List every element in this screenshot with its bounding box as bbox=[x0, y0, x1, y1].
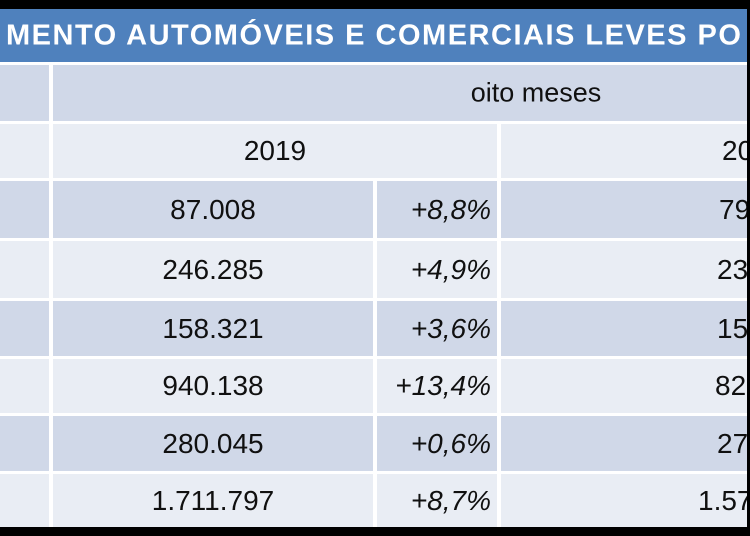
table-row-years: 2019 20 bbox=[0, 124, 747, 178]
value-2019: 246.285 bbox=[162, 253, 264, 285]
cell-row-label-empty bbox=[0, 416, 49, 471]
cell-year-2019: 2019 bbox=[53, 124, 497, 178]
cell-value-2019: 87.008 bbox=[53, 181, 373, 238]
value-2019: 158.321 bbox=[162, 312, 264, 344]
table-row: 1.711.797 +8,7% 1.57 bbox=[0, 474, 747, 527]
cell-row-label-empty bbox=[0, 241, 49, 298]
value-2019: 280.045 bbox=[162, 427, 264, 459]
table-row: 87.008 +8,8% 79 bbox=[0, 181, 747, 238]
value-2018-fragment: 79 bbox=[719, 193, 747, 225]
value-2018-fragment: 1.57 bbox=[698, 484, 747, 516]
cell-variation-pct: +0,6% bbox=[377, 416, 497, 471]
value-2018-fragment: 829 bbox=[715, 370, 747, 401]
variation-pct: +13,4% bbox=[395, 370, 491, 401]
cell-value-2018-cropped: 152 bbox=[501, 301, 747, 356]
value-2019: 87.008 bbox=[170, 193, 256, 225]
cell-value-2018-cropped: 234 bbox=[501, 241, 747, 298]
cell-variation-pct: +3,6% bbox=[377, 301, 497, 356]
value-2018-fragment: 152 bbox=[717, 312, 747, 344]
cell-row-label-empty bbox=[0, 474, 49, 527]
table-row-span-header: oito meses bbox=[0, 65, 747, 121]
cell-year-2018-cropped: 20 bbox=[501, 124, 747, 178]
cell-row-label-empty bbox=[0, 359, 49, 413]
cell-value-2018-cropped: 278 bbox=[501, 416, 747, 471]
year-2018-fragment: 20 bbox=[722, 135, 747, 166]
value-2018-fragment: 278 bbox=[717, 427, 747, 459]
cell-variation-pct: +8,7% bbox=[377, 474, 497, 527]
cell-row-label-empty bbox=[0, 181, 49, 238]
cell-row-label-empty bbox=[0, 301, 49, 356]
cell-span-header: oito meses bbox=[53, 65, 747, 121]
table-row: 246.285 +4,9% 234 bbox=[0, 241, 747, 298]
variation-pct: +0,6% bbox=[410, 427, 491, 459]
value-2019: 1.711.797 bbox=[151, 484, 275, 516]
table-title: MENTO AUTOMÓVEIS E COMERCIAIS LEVES PO bbox=[6, 19, 743, 51]
table-title-bar: MENTO AUTOMÓVEIS E COMERCIAIS LEVES PO bbox=[0, 9, 747, 62]
cell-value-2019: 280.045 bbox=[53, 416, 373, 471]
variation-pct: +8,8% bbox=[410, 193, 491, 225]
cell-value-2018-cropped: 1.57 bbox=[501, 474, 747, 527]
cell-row-label-empty bbox=[0, 65, 49, 121]
table-row: 940.138 +13,4% 829 bbox=[0, 359, 747, 413]
table-row: 158.321 +3,6% 152 bbox=[0, 301, 747, 356]
cell-variation-pct: +4,9% bbox=[377, 241, 497, 298]
span-header-label: oito meses bbox=[470, 77, 602, 108]
cell-value-2019: 1.711.797 bbox=[53, 474, 373, 527]
cell-variation-pct: +13,4% bbox=[377, 359, 497, 413]
cell-value-2019: 158.321 bbox=[53, 301, 373, 356]
cell-value-2018-cropped: 829 bbox=[501, 359, 747, 413]
slide-table: MENTO AUTOMÓVEIS E COMERCIAIS LEVES PO o… bbox=[0, 9, 747, 527]
cell-row-label-empty bbox=[0, 124, 49, 178]
cell-value-2019: 246.285 bbox=[53, 241, 373, 298]
cell-value-2019: 940.138 bbox=[53, 359, 373, 413]
year-2019-label: 2019 bbox=[243, 135, 307, 166]
cell-variation-pct: +8,8% bbox=[377, 181, 497, 238]
variation-pct: +3,6% bbox=[410, 312, 491, 344]
table-row: 280.045 +0,6% 278 bbox=[0, 416, 747, 471]
value-2019: 940.138 bbox=[162, 370, 264, 401]
cell-value-2018-cropped: 79 bbox=[501, 181, 747, 238]
variation-pct: +8,7% bbox=[410, 484, 491, 516]
variation-pct: +4,9% bbox=[410, 253, 491, 285]
value-2018-fragment: 234 bbox=[717, 253, 747, 285]
